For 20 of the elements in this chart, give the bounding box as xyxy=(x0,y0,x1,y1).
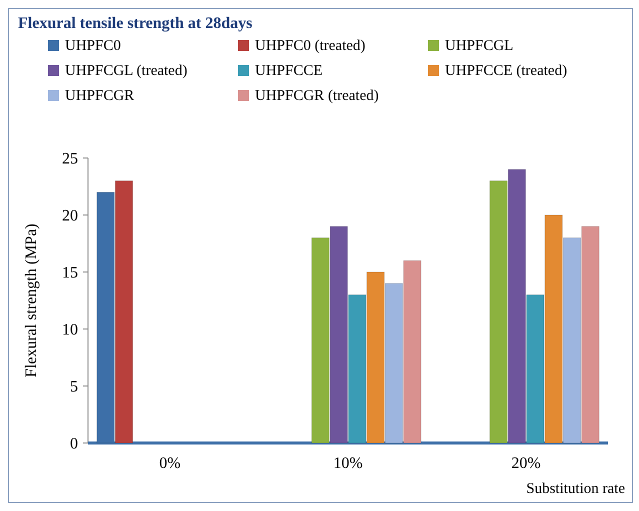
y-tick-label: 20 xyxy=(62,208,78,225)
x-tick-label: 20% xyxy=(511,455,541,472)
legend-label: UHPFCGL xyxy=(445,38,514,54)
chart-title: Flexural tensile strength at 28days xyxy=(18,15,252,32)
legend-label: UHPFCCE xyxy=(255,63,323,79)
y-tick-label: 15 xyxy=(62,264,78,282)
x-tick-label: 10% xyxy=(333,455,363,472)
y-tick-label: 0 xyxy=(70,436,78,453)
x-axis-title: Substitution rate xyxy=(526,481,626,497)
legend-label: UHPFCGR xyxy=(65,88,134,104)
y-tick-label: 10 xyxy=(62,322,78,339)
y-axis-title: Flexural strength (MPa) xyxy=(23,224,40,378)
legend-label: UHPFCGR (treated) xyxy=(255,88,379,104)
y-tick-label: 25 xyxy=(62,150,78,168)
legend-label: UHPFCCE (treated) xyxy=(445,63,568,79)
legend-label: UHPFC0 (treated) xyxy=(255,38,366,54)
legend-label: UHPFC0 xyxy=(65,38,121,54)
y-tick-label: 5 xyxy=(70,378,78,396)
legend-label: UHPFCGL (treated) xyxy=(65,63,188,79)
x-tick-label: 0% xyxy=(159,455,181,472)
